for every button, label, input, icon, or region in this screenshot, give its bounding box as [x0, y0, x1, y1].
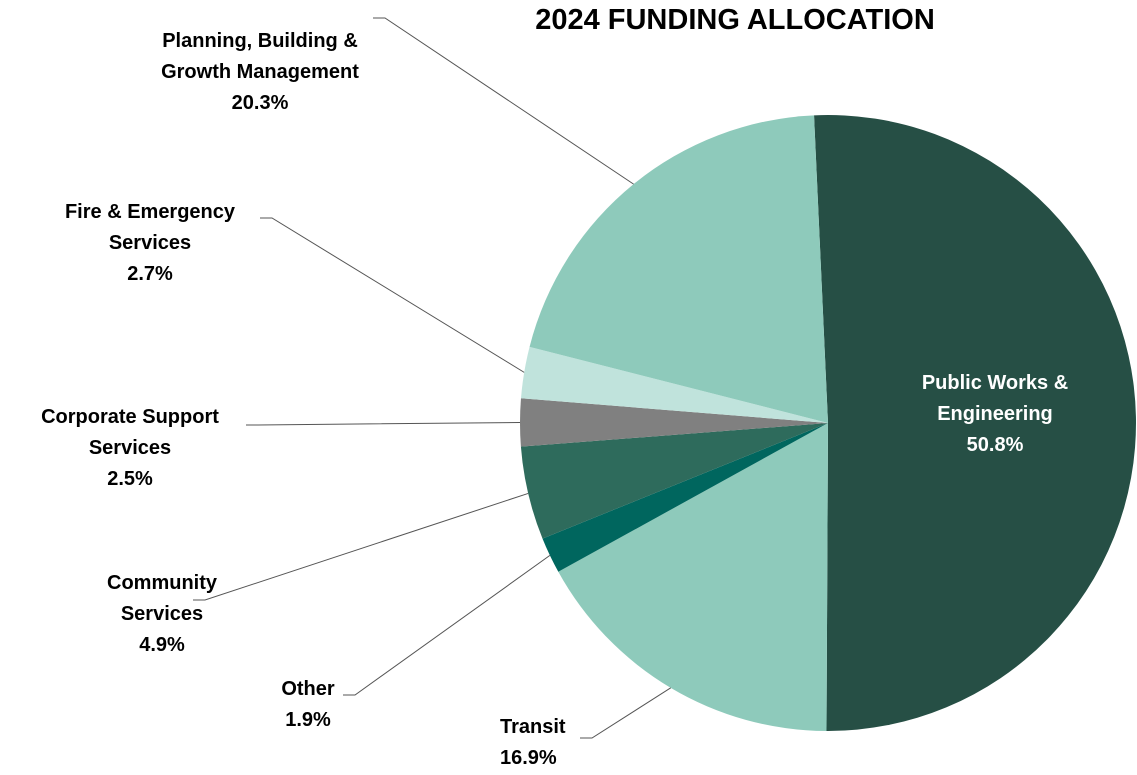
pie-slice	[558, 423, 828, 731]
slice-value: 50.8%	[966, 434, 1024, 456]
pie-slice	[520, 346, 828, 423]
slice-label: Transit 16.9%	[500, 712, 620, 774]
pie-slice	[542, 423, 828, 572]
slice-name: Transit	[500, 716, 566, 738]
pie-slice	[814, 115, 1136, 731]
pie-slice	[520, 398, 828, 447]
slice-value: 4.9%	[139, 634, 185, 656]
leader-line	[193, 492, 529, 601]
leader-line	[373, 17, 634, 185]
slice-name: Planning, Building & Growth Management	[161, 30, 359, 83]
slice-value: 1.9%	[285, 709, 331, 731]
slice-name: Other	[281, 678, 335, 700]
slice-name: Fire & Emergency Services	[64, 201, 236, 254]
slice-value: 2.5%	[107, 468, 153, 490]
pie-slice	[529, 115, 828, 423]
slice-name: Corporate Support Services	[41, 406, 219, 459]
slice-label: Community Services 4.9%	[92, 568, 232, 661]
slice-label: Other 1.9%	[258, 674, 358, 736]
slice-value: 16.9%	[500, 747, 557, 769]
leader-line	[260, 217, 525, 373]
slice-name: Community Services	[107, 572, 217, 625]
slice-value: 20.3%	[231, 92, 289, 114]
slice-label: Fire & Emergency Services 2.7%	[30, 197, 270, 290]
slice-label: Public Works & Engineering 50.8%	[895, 368, 1095, 461]
slice-name: Public Works & Engineering	[921, 372, 1069, 425]
slice-label: Corporate Support Services 2.5%	[5, 402, 255, 495]
slice-value: 2.7%	[127, 263, 173, 285]
leader-line	[343, 554, 551, 696]
slice-label: Planning, Building & Growth Management 20…	[125, 26, 395, 119]
leader-line	[246, 421, 521, 426]
pie-slice	[520, 423, 828, 539]
leader-line	[580, 687, 672, 739]
chart-title: 2024 FUNDING ALLOCATION	[535, 4, 935, 36]
